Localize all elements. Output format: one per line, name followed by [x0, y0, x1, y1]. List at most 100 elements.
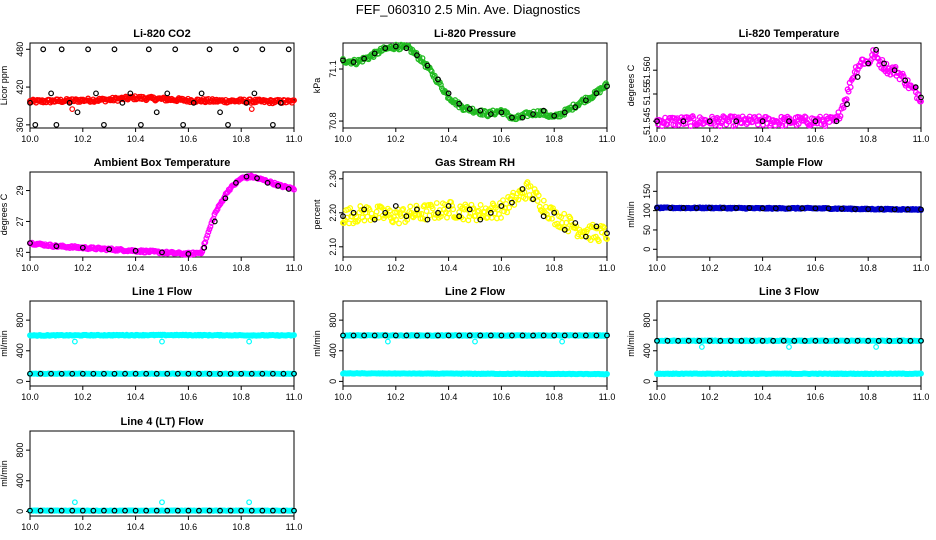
series-0	[340, 41, 610, 123]
panel-title: Line 3 Flow	[759, 286, 819, 298]
data-point	[498, 203, 505, 209]
data-point	[838, 205, 845, 212]
x-tick-label: 10.8	[859, 392, 877, 402]
panel-title: Gas Stream RH	[435, 157, 515, 169]
data-point	[280, 507, 287, 514]
data-point	[185, 507, 192, 514]
data-point	[238, 507, 245, 514]
data-point	[780, 337, 787, 344]
data-point	[466, 206, 473, 213]
data-point	[259, 46, 266, 53]
y-axis-label: degrees C	[626, 64, 636, 106]
series-0	[27, 507, 297, 514]
data-point	[164, 370, 171, 377]
data-point	[424, 62, 431, 69]
data-point	[291, 97, 297, 104]
data-point	[706, 337, 713, 344]
data-point	[378, 204, 385, 211]
data-point	[534, 198, 541, 204]
data-point	[414, 52, 420, 59]
y-tick-label: 70.8	[328, 112, 338, 130]
data-point	[190, 99, 197, 106]
y-tick-label: 2.30	[328, 170, 338, 188]
data-point	[886, 337, 893, 344]
data-point	[515, 196, 522, 203]
data-point	[503, 200, 510, 207]
data-point	[914, 91, 921, 98]
data-point	[207, 223, 214, 230]
x-tick-label: 10.6	[807, 134, 825, 144]
data-point	[111, 370, 118, 377]
data-point	[654, 118, 660, 125]
y-tick-label: 0	[642, 247, 652, 252]
x-tick-label: 10.6	[180, 263, 198, 273]
x-tick-label: 10.6	[493, 134, 511, 144]
data-point	[530, 196, 536, 203]
data-point	[93, 90, 99, 97]
data-point	[680, 118, 687, 125]
data-point	[203, 235, 210, 242]
data-point	[74, 109, 81, 116]
data-point	[205, 229, 212, 236]
data-point	[275, 183, 282, 189]
data-point	[733, 205, 740, 211]
data-point	[159, 499, 165, 506]
data-point	[891, 206, 898, 213]
data-point	[812, 205, 819, 212]
data-point	[371, 332, 378, 339]
panel-0: Li-820 CO2 Licor ppm 10.0 10.2 10.4 10.6 10.8 1…	[0, 28, 302, 144]
data-point	[382, 45, 389, 52]
x-tick-label: 11.0	[599, 134, 616, 144]
series-0	[340, 332, 610, 339]
data-point	[350, 59, 357, 65]
data-point	[198, 90, 205, 97]
data-point	[449, 202, 456, 209]
data-point	[504, 209, 511, 216]
data-point	[892, 63, 899, 70]
data-point	[254, 175, 260, 182]
data-point	[227, 507, 234, 514]
plot-frame	[29, 42, 295, 129]
data-point	[355, 217, 362, 224]
data-point	[48, 90, 55, 97]
x-tick-label: 11.0	[599, 263, 616, 273]
data-point	[802, 114, 809, 121]
y-axis-label: ml/min	[626, 330, 636, 357]
data-point	[883, 60, 890, 67]
data-point	[435, 209, 441, 216]
y-axis-label: ml/min	[0, 460, 9, 487]
data-point	[600, 224, 607, 231]
data-point	[865, 60, 872, 67]
data-point	[833, 118, 840, 125]
series-2	[27, 507, 297, 514]
x-tick-label: 10.8	[859, 263, 877, 273]
data-point	[361, 332, 368, 339]
y-tick-label: 71.1	[328, 60, 338, 78]
data-point	[772, 205, 779, 212]
data-point	[248, 370, 255, 377]
data-point	[896, 337, 903, 344]
data-point	[561, 210, 568, 217]
x-tick-label: 10.2	[74, 392, 92, 402]
data-point	[837, 113, 844, 120]
panel-6: Line 1 Flow ml/min 10.0 10.2 10.4 10.6 10.8 11.…	[0, 286, 302, 402]
x-tick-label: 10.8	[232, 392, 250, 402]
x-tick-label: 10.4	[127, 522, 145, 532]
data-point	[795, 120, 802, 127]
data-point	[582, 97, 589, 104]
data-point	[854, 74, 861, 80]
data-point	[285, 46, 292, 53]
data-point	[672, 122, 679, 129]
panel-title: Li-820 CO2	[133, 28, 190, 40]
data-point	[280, 370, 287, 377]
data-point	[269, 121, 276, 128]
x-tick-label: 10.4	[440, 134, 458, 144]
data-point	[347, 205, 354, 211]
data-point	[530, 332, 536, 339]
data-point	[174, 507, 181, 514]
data-point	[558, 214, 565, 221]
series-3	[654, 337, 924, 344]
data-point	[66, 99, 73, 106]
x-tick-label: 10.8	[232, 134, 250, 144]
data-point	[435, 332, 441, 339]
